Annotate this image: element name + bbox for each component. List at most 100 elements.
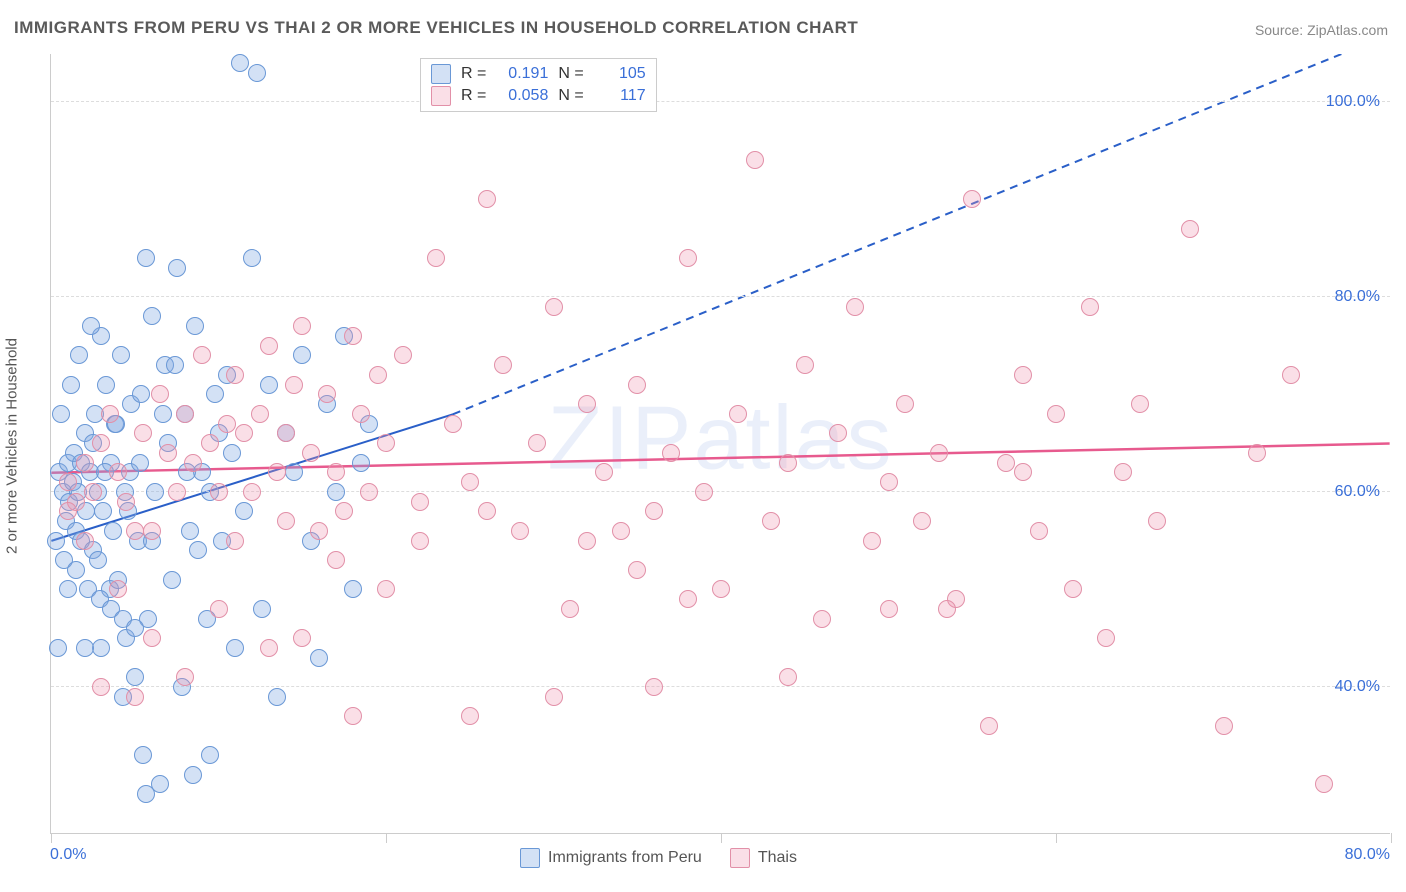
data-point [729, 405, 747, 423]
data-point [109, 580, 127, 598]
data-point [117, 493, 135, 511]
data-point [628, 561, 646, 579]
data-point [59, 473, 77, 491]
r-value-peru: 0.191 [496, 65, 548, 83]
data-point [796, 356, 814, 374]
data-point [444, 415, 462, 433]
x-tick [1056, 833, 1057, 843]
data-point [578, 532, 596, 550]
data-point [260, 337, 278, 355]
data-point [528, 434, 546, 452]
data-point [997, 454, 1015, 472]
r-label: R = [461, 87, 486, 105]
swatch-peru [431, 64, 451, 84]
data-point [411, 493, 429, 511]
data-point [62, 376, 80, 394]
x-tick [1391, 833, 1392, 843]
data-point [47, 532, 65, 550]
swatch-peru [520, 848, 540, 868]
data-point [146, 483, 164, 501]
data-point [134, 424, 152, 442]
data-point [846, 298, 864, 316]
data-point [82, 317, 100, 335]
y-tick-label: 80.0% [1335, 288, 1380, 306]
data-point [101, 405, 119, 423]
data-point [243, 483, 261, 501]
data-point [1047, 405, 1065, 423]
data-point [645, 678, 663, 696]
data-point [126, 688, 144, 706]
legend-item-thais: Thais [730, 848, 797, 868]
data-point [52, 405, 70, 423]
data-point [163, 571, 181, 589]
data-point [1097, 629, 1115, 647]
data-point [76, 532, 94, 550]
data-point [344, 327, 362, 345]
data-point [248, 64, 266, 82]
data-point [863, 532, 881, 550]
data-point [231, 54, 249, 72]
gridline [51, 296, 1390, 297]
chart-title: IMMIGRANTS FROM PERU VS THAI 2 OR MORE V… [14, 18, 858, 38]
data-point [427, 249, 445, 267]
legend-item-peru: Immigrants from Peru [520, 848, 702, 868]
data-point [76, 639, 94, 657]
data-point [813, 610, 831, 628]
y-tick-label: 60.0% [1335, 483, 1380, 501]
data-point [151, 385, 169, 403]
data-point [243, 249, 261, 267]
data-point [963, 190, 981, 208]
data-point [352, 405, 370, 423]
data-point [1148, 512, 1166, 530]
data-point [184, 766, 202, 784]
data-point [310, 649, 328, 667]
data-point [201, 434, 219, 452]
data-point [327, 551, 345, 569]
series-legend: Immigrants from Peru Thais [520, 848, 797, 868]
trend-lines [51, 54, 1390, 833]
data-point [193, 346, 211, 364]
gridline [51, 686, 1390, 687]
data-point [166, 356, 184, 374]
data-point [260, 639, 278, 657]
data-point [360, 483, 378, 501]
data-point [94, 502, 112, 520]
data-point [938, 600, 956, 618]
data-point [131, 454, 149, 472]
data-point [779, 668, 797, 686]
data-point [226, 532, 244, 550]
data-point [335, 502, 353, 520]
data-point [109, 463, 127, 481]
data-point [268, 688, 286, 706]
data-point [210, 483, 228, 501]
data-point [595, 463, 613, 481]
data-point [251, 405, 269, 423]
n-label: N = [558, 65, 583, 83]
data-point [679, 590, 697, 608]
data-point [478, 190, 496, 208]
source-attribution: Source: ZipAtlas.com [1255, 22, 1388, 38]
data-point [59, 580, 77, 598]
data-point [578, 395, 596, 413]
data-point [235, 502, 253, 520]
data-point [277, 512, 295, 530]
data-point [285, 463, 303, 481]
data-point [268, 463, 286, 481]
data-point [545, 688, 563, 706]
data-point [461, 473, 479, 491]
legend-label-thais: Thais [758, 849, 797, 867]
data-point [779, 454, 797, 472]
data-point [612, 522, 630, 540]
r-value-thais: 0.058 [496, 87, 548, 105]
data-point [318, 385, 336, 403]
n-value-peru: 105 [594, 65, 646, 83]
data-point [70, 346, 88, 364]
data-point [369, 366, 387, 384]
data-point [461, 707, 479, 725]
data-point [285, 376, 303, 394]
gridline [51, 101, 1390, 102]
data-point [176, 405, 194, 423]
data-point [184, 454, 202, 472]
data-point [126, 668, 144, 686]
data-point [49, 639, 67, 657]
